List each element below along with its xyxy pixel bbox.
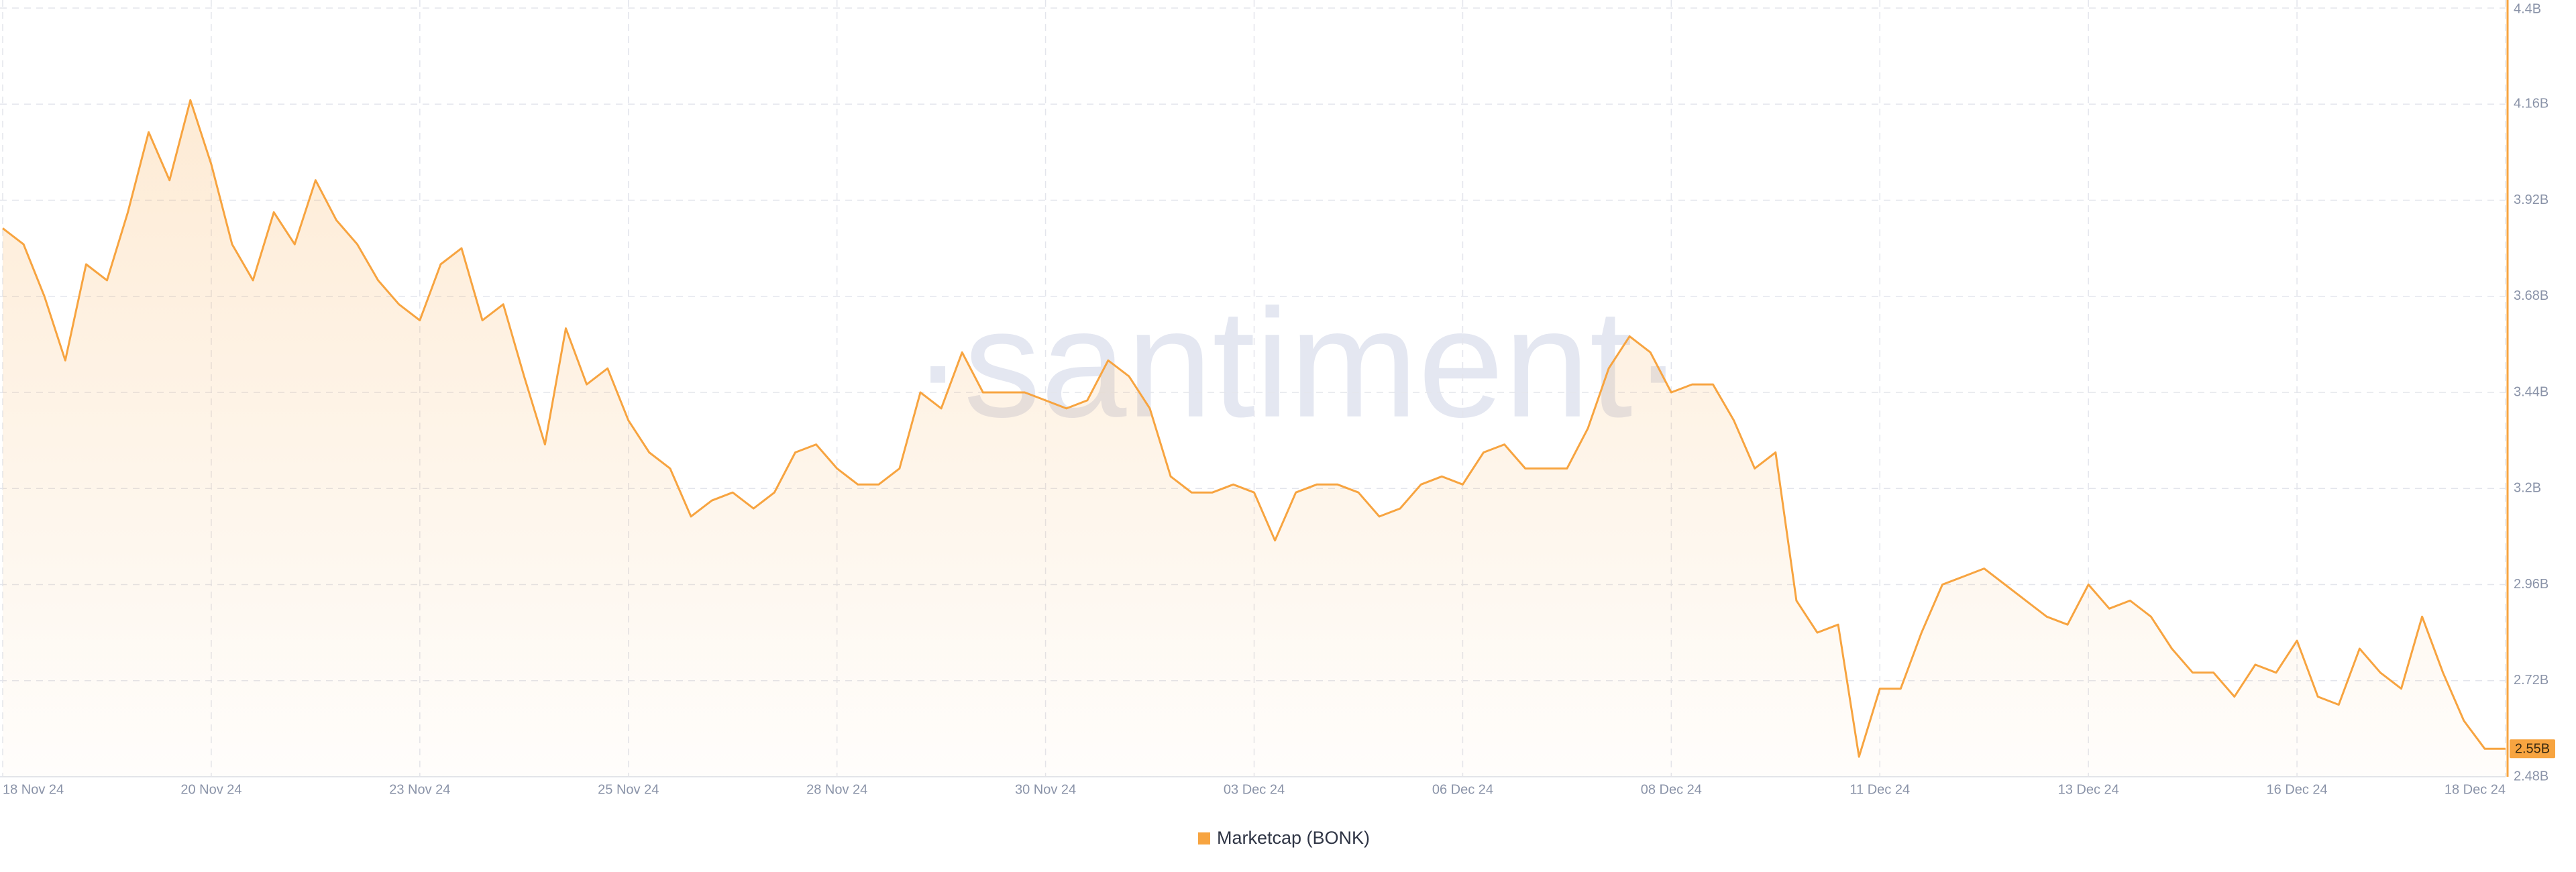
x-tick-label: 18 Dec 24 [2445,782,2506,797]
y-tick-label: 4.16B [2514,97,2548,111]
x-tick-label: 28 Nov 24 [806,782,867,797]
legend-swatch [1198,832,1210,844]
y-tick-label: 3.44B [2514,384,2548,399]
last-value-label: 2.55B [2515,742,2550,757]
x-tick-label: 30 Nov 24 [1015,782,1076,797]
y-tick-label: 2.96B [2514,577,2548,592]
y-tick-label: 4.4B [2514,1,2541,16]
line [2,99,2506,758]
x-tick-label: 23 Nov 24 [389,782,450,797]
last-value-box [2510,739,2555,759]
y-tick-label: 2.72B [2514,673,2548,688]
y-tick-label: 3.68B [2514,288,2548,303]
legend-label: Marketcap (BONK) [1217,828,1370,848]
y-tick-label: 3.2B [2514,481,2541,496]
x-tick-label: 03 Dec 24 [1224,782,1285,797]
x-tick-label: 16 Dec 24 [2266,782,2327,797]
x-tick-label: 08 Dec 24 [1641,782,1702,797]
x-tick-label: 13 Dec 24 [2058,782,2119,797]
x-tick-label: 25 Nov 24 [598,782,659,797]
x-tick-label: 18 Nov 24 [3,782,64,797]
y-tick-label: 3.92B [2514,193,2548,207]
x-tick-label: 20 Nov 24 [180,782,241,797]
x-tick-label: 06 Dec 24 [1432,782,1493,797]
y-tick-label: 2.48B [2514,769,2548,783]
x-tick-label: 11 Dec 24 [1849,782,1910,797]
area [3,100,2506,777]
